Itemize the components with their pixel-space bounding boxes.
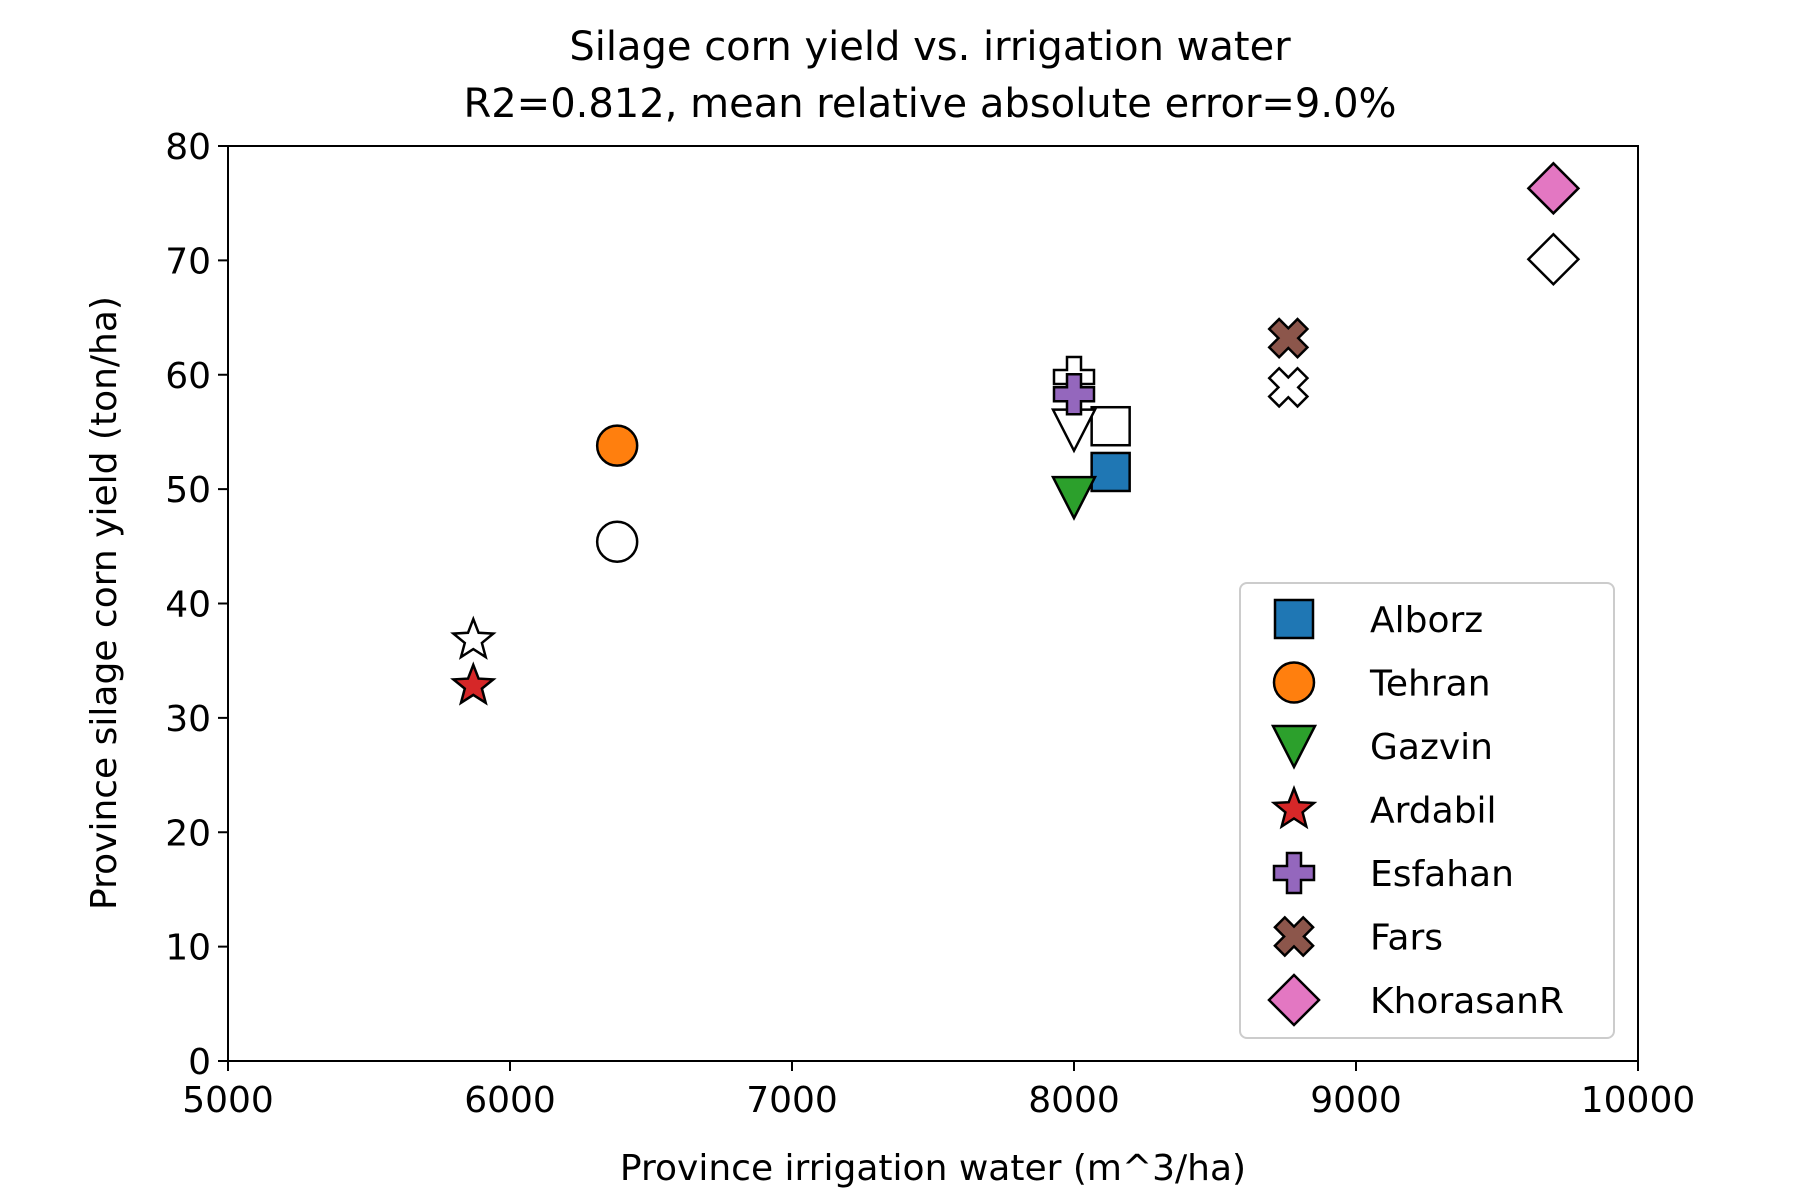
legend-marker-tehran xyxy=(1272,661,1316,704)
legend-label: Esfahan xyxy=(1370,854,1514,895)
x-tick-label: 10000 xyxy=(1581,1080,1696,1121)
y-tick-label: 70 xyxy=(165,241,211,282)
x-tick-label: 5000 xyxy=(182,1080,274,1121)
legend-marker-esfahan xyxy=(1272,851,1316,895)
legend-entries: Alborz Tehran Gazvin Ardabil Esfahan Fars Khor… xyxy=(1267,598,1564,1027)
data-point-hollow-tehran xyxy=(595,520,639,563)
y-axis: 0 10 20 30 40 50 60 70 80 xyxy=(165,127,228,1083)
data-point-hollow-gazvin xyxy=(1050,408,1098,454)
data-point-hollow-khorasanr xyxy=(1526,232,1581,286)
y-axis-label: Province silage corn yield (ton/ha) xyxy=(84,296,125,910)
data-point-fars xyxy=(1267,317,1310,360)
legend-marker-ardabil xyxy=(1270,785,1318,830)
legend-label: Gazvin xyxy=(1370,727,1493,768)
data-point-gazvin xyxy=(1050,475,1098,521)
y-tick-label: 40 xyxy=(165,585,211,626)
plot-area xyxy=(450,161,1581,706)
y-tick-label: 0 xyxy=(188,1042,211,1083)
chart-subtitle: R2=0.812, mean relative absolute error=9… xyxy=(463,81,1396,127)
legend-label: Ardabil xyxy=(1370,791,1497,832)
x-tick-label: 6000 xyxy=(464,1080,556,1121)
legend-label: Fars xyxy=(1370,918,1443,959)
y-tick-label: 10 xyxy=(165,928,211,969)
data-point-hollow-alborz xyxy=(1090,405,1131,447)
legend-marker-khorasanr xyxy=(1267,973,1321,1027)
y-tick-label: 60 xyxy=(165,356,211,397)
data-point-khorasanr xyxy=(1526,161,1581,216)
data-point-esfahan xyxy=(1052,372,1096,416)
legend-label: Tehran xyxy=(1369,664,1491,705)
legend: Alborz Tehran Gazvin Ardabil Esfahan Fars Khor… xyxy=(1239,582,1615,1039)
y-tick-label: 30 xyxy=(165,699,211,740)
data-point-alborz xyxy=(1090,451,1131,493)
data-point-hollow-fars xyxy=(1267,366,1310,409)
legend-marker-gazvin xyxy=(1270,724,1318,770)
legend-box xyxy=(1239,582,1615,1039)
y-tick-label: 20 xyxy=(165,813,211,854)
x-axis-label: Province irrigation water (m^3/ha) xyxy=(620,1148,1246,1189)
x-axis: 5000 6000 7000 8000 9000 10000 xyxy=(182,1061,1695,1121)
x-tick-label: 8000 xyxy=(1028,1080,1120,1121)
chart-title: Silage corn yield vs. irrigation water xyxy=(569,24,1291,70)
x-tick-label: 7000 xyxy=(746,1080,838,1121)
legend-label: KhorasanR xyxy=(1370,981,1564,1022)
legend-marker-alborz xyxy=(1273,598,1315,640)
data-point-hollow-ardabil xyxy=(450,615,497,660)
y-tick-label: 80 xyxy=(165,127,211,168)
data-point-tehran xyxy=(595,424,639,467)
legend-marker-fars xyxy=(1273,915,1315,958)
legend-label: Alborz xyxy=(1370,600,1483,641)
data-point-ardabil xyxy=(450,661,497,706)
x-tick-label: 9000 xyxy=(1310,1080,1402,1121)
y-tick-label: 50 xyxy=(165,470,211,511)
